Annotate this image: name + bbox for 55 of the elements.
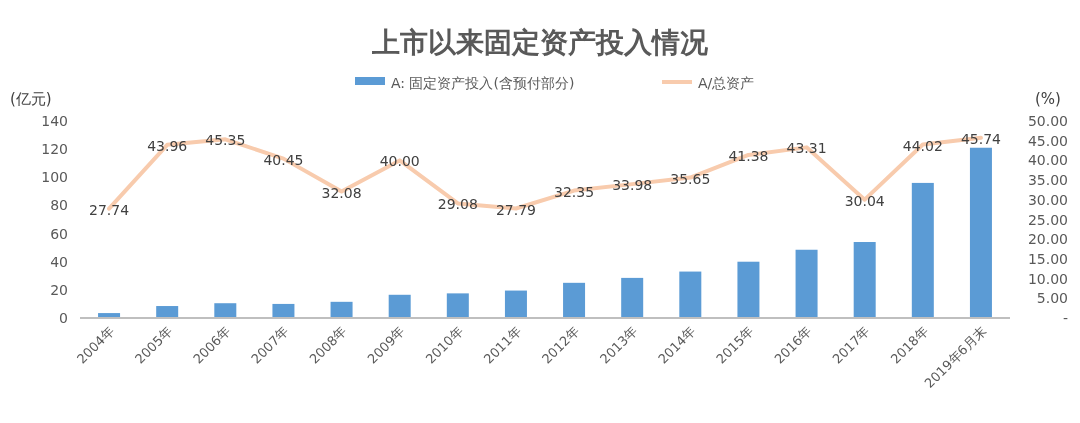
bar xyxy=(446,293,469,318)
y2-tick-label: 5.00 xyxy=(1036,290,1068,307)
data-label: 29.08 xyxy=(437,196,478,213)
bar xyxy=(795,249,818,318)
data-label: 27.74 xyxy=(89,201,130,218)
chart-title: 上市以来固定资产投入情况 xyxy=(371,26,709,59)
y2-tick-label: 10.00 xyxy=(1027,270,1068,287)
y-tick-label: 100 xyxy=(41,169,68,186)
y-tick-label: 20 xyxy=(50,281,68,298)
bar xyxy=(911,182,934,318)
bar xyxy=(388,294,411,318)
bar xyxy=(853,242,876,318)
bar xyxy=(969,147,992,318)
data-label: 35.65 xyxy=(670,170,711,187)
data-label: 32.35 xyxy=(554,183,595,200)
y-tick-label: 60 xyxy=(50,225,68,242)
y2-tick-label: 50.00 xyxy=(1027,113,1068,129)
data-label: 27.79 xyxy=(495,201,536,218)
data-label: 43.31 xyxy=(786,140,827,157)
y-tick-label: 120 xyxy=(41,141,68,158)
y2-axis-title: (%) xyxy=(1035,90,1061,108)
y-axis-title: (亿元) xyxy=(10,90,52,108)
bar xyxy=(737,261,760,318)
data-label: 30.04 xyxy=(844,192,885,209)
y2-tick-label: 45.00 xyxy=(1027,132,1068,149)
bar xyxy=(504,290,527,318)
y2-tick-label: 30.00 xyxy=(1027,191,1068,208)
y-tick-label: 40 xyxy=(50,253,68,270)
data-label: 33.98 xyxy=(612,177,653,194)
bar xyxy=(679,271,702,318)
y2-tick-label: 25.00 xyxy=(1027,211,1068,228)
data-label: 44.02 xyxy=(902,137,943,154)
y2-tick-label: 35.00 xyxy=(1027,172,1068,189)
y-tick-label: 0 xyxy=(59,310,68,326)
data-label: 40.45 xyxy=(263,151,304,168)
data-label: 32.08 xyxy=(321,184,362,201)
data-label: 45.74 xyxy=(960,130,1002,147)
bar xyxy=(330,301,353,318)
y2-tick-label: 15.00 xyxy=(1027,250,1068,267)
y-tick-label: 140 xyxy=(41,113,68,129)
legend-label: A/总资产 xyxy=(698,75,755,91)
bar xyxy=(621,277,644,318)
data-label: 43.96 xyxy=(147,137,188,154)
bar xyxy=(156,306,179,318)
legend-label: A: 固定资产投入(含预付部分) xyxy=(391,75,575,91)
data-label: 41.38 xyxy=(728,147,769,164)
y2-tick-label: 20.00 xyxy=(1027,231,1068,248)
data-label: 45.35 xyxy=(205,132,246,149)
bar xyxy=(272,303,295,318)
y2-tick-label: - xyxy=(1062,310,1068,326)
y-tick-label: 80 xyxy=(50,197,68,214)
bar xyxy=(563,282,586,318)
data-label: 40.00 xyxy=(379,153,420,170)
y2-tick-label: 40.00 xyxy=(1027,152,1068,169)
bar xyxy=(214,303,237,318)
